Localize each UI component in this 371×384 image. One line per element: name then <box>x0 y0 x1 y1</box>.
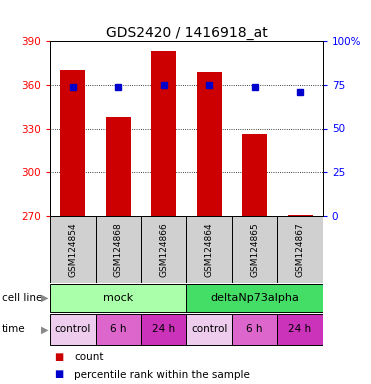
Bar <box>141 314 187 345</box>
Bar <box>50 284 187 313</box>
Text: control: control <box>55 324 91 334</box>
Bar <box>151 51 176 216</box>
Text: 24 h: 24 h <box>289 324 312 334</box>
Text: GSM124865: GSM124865 <box>250 222 259 277</box>
Bar <box>187 284 323 313</box>
Text: control: control <box>191 324 227 334</box>
Text: mock: mock <box>103 293 134 303</box>
Text: ▶: ▶ <box>41 293 48 303</box>
Text: time: time <box>2 324 26 334</box>
Bar <box>242 134 267 216</box>
Text: GSM124866: GSM124866 <box>159 222 168 277</box>
Text: 6 h: 6 h <box>110 324 127 334</box>
Bar <box>96 216 141 283</box>
Bar <box>50 314 96 345</box>
Bar <box>141 216 187 283</box>
Bar <box>278 314 323 345</box>
Bar <box>288 215 312 216</box>
Text: GSM124867: GSM124867 <box>296 222 305 277</box>
Text: percentile rank within the sample: percentile rank within the sample <box>74 369 250 379</box>
Text: GSM124864: GSM124864 <box>205 222 214 277</box>
Text: GSM124854: GSM124854 <box>68 222 77 277</box>
Text: ■: ■ <box>54 353 63 362</box>
Title: GDS2420 / 1416918_at: GDS2420 / 1416918_at <box>106 26 267 40</box>
Text: count: count <box>74 353 104 362</box>
Bar <box>232 216 278 283</box>
Bar <box>278 216 323 283</box>
Text: GSM124868: GSM124868 <box>114 222 123 277</box>
Text: 24 h: 24 h <box>152 324 175 334</box>
Bar <box>96 314 141 345</box>
Bar <box>187 216 232 283</box>
Text: ■: ■ <box>54 369 63 379</box>
Text: ▶: ▶ <box>41 324 48 334</box>
Bar <box>106 117 131 216</box>
Bar <box>197 72 221 216</box>
Bar <box>232 314 278 345</box>
Bar <box>60 70 85 216</box>
Bar <box>187 314 232 345</box>
Text: cell line: cell line <box>2 293 42 303</box>
Text: deltaNp73alpha: deltaNp73alpha <box>210 293 299 303</box>
Bar <box>50 216 96 283</box>
Text: 6 h: 6 h <box>246 324 263 334</box>
